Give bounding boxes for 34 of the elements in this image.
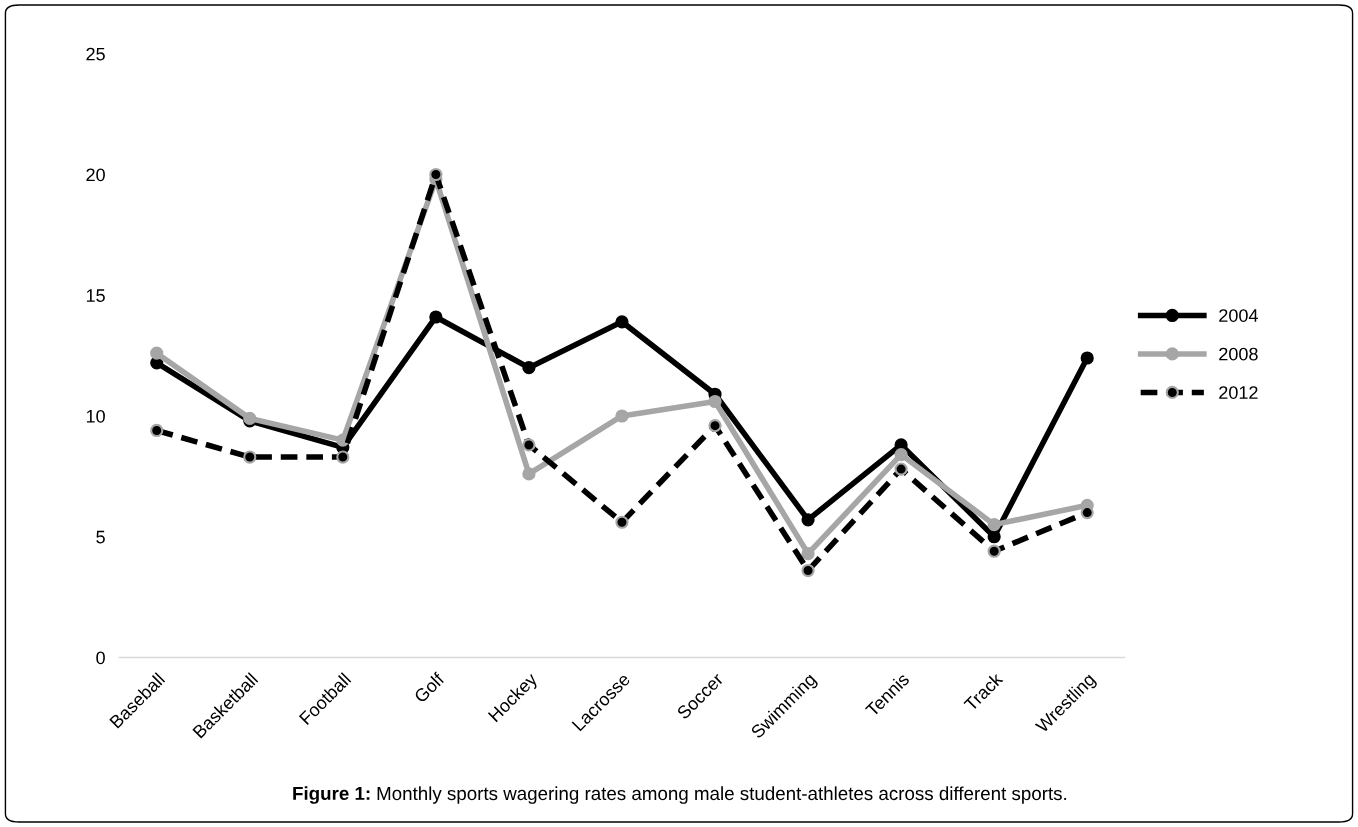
point [243,450,257,464]
point [336,450,350,464]
y-tick-label: 5 [96,530,105,544]
legend-label: 2008 [1219,347,1258,361]
point [1080,351,1094,365]
point [150,346,164,360]
point [987,530,1001,544]
point [615,315,629,329]
point [708,394,722,409]
point [522,467,536,481]
y-tick-label: 10 [86,409,105,423]
point [615,409,629,423]
point [522,438,536,452]
legend-label: 2012 [1219,386,1258,399]
point [429,167,443,182]
point [615,515,629,529]
point [708,419,722,433]
point [987,518,1001,532]
point [894,462,908,476]
point [987,544,1001,558]
caption: Figure 1: Monthly sports wagering rates among male student-athletes across different sports. [293,786,1067,804]
point [429,310,443,324]
point [801,563,815,578]
point [894,448,908,462]
point [150,423,164,438]
point [801,513,815,527]
point [522,361,536,375]
y-tick-label: 15 [86,289,105,302]
y-tick-label: 0 [96,651,105,665]
y-tick-label: 25 [86,47,105,61]
y-tick-label: 20 [86,168,105,182]
legend-label: 2004 [1219,309,1258,322]
x-tick-label: Golf [413,671,446,704]
point [801,547,815,561]
